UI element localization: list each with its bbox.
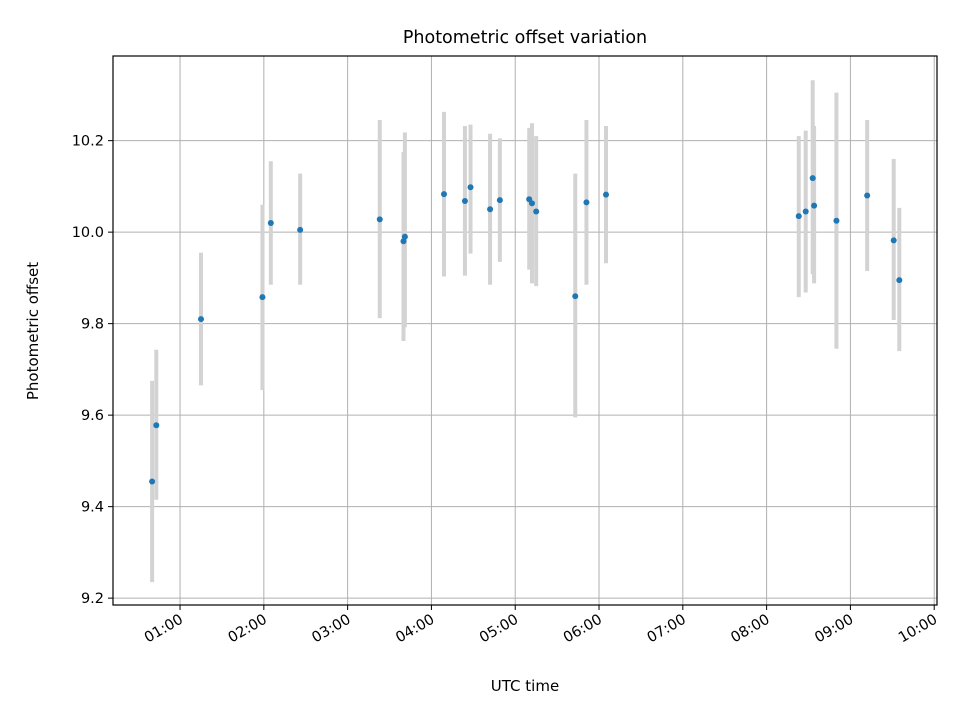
data-point — [297, 226, 304, 233]
data-point — [496, 197, 503, 204]
data-point — [583, 199, 590, 206]
data-point — [528, 200, 535, 207]
data-point — [267, 219, 274, 226]
data-point — [809, 175, 816, 182]
data-point — [401, 233, 408, 240]
data-point — [153, 422, 160, 429]
y-tick-label: 9.8 — [81, 317, 104, 333]
data-point — [461, 198, 468, 205]
data-point — [833, 217, 840, 224]
data-point — [467, 184, 474, 191]
data-point — [440, 191, 447, 198]
y-tick-label: 9.6 — [81, 408, 104, 424]
data-point — [864, 192, 871, 199]
plot-frame — [112, 55, 938, 606]
data-point — [603, 191, 610, 198]
data-point — [896, 277, 903, 284]
data-point — [259, 294, 266, 301]
data-point — [376, 216, 383, 223]
y-tick-label: 10.0 — [72, 225, 104, 241]
data-point — [533, 208, 540, 215]
grid — [113, 56, 937, 605]
data-points — [149, 175, 903, 485]
y-tick-label: 10.2 — [72, 134, 104, 150]
data-point — [802, 208, 809, 215]
x-axis-label: UTC time — [491, 677, 559, 695]
chart-title: Photometric offset variation — [403, 28, 647, 48]
y-tick-label: 9.2 — [81, 591, 104, 607]
data-point — [795, 213, 802, 220]
data-point — [890, 237, 897, 244]
y-axis-label: Photometric offset — [24, 262, 42, 400]
data-point — [487, 206, 494, 213]
y-tick-label: 9.4 — [81, 500, 104, 516]
data-point — [400, 238, 407, 245]
data-point — [197, 316, 204, 323]
y-axis-ticks: 9.2 9.4 9.6 9.8 10.0 10.2 — [72, 134, 113, 607]
data-point — [811, 202, 818, 209]
data-point — [149, 478, 156, 485]
data-point — [572, 293, 579, 300]
